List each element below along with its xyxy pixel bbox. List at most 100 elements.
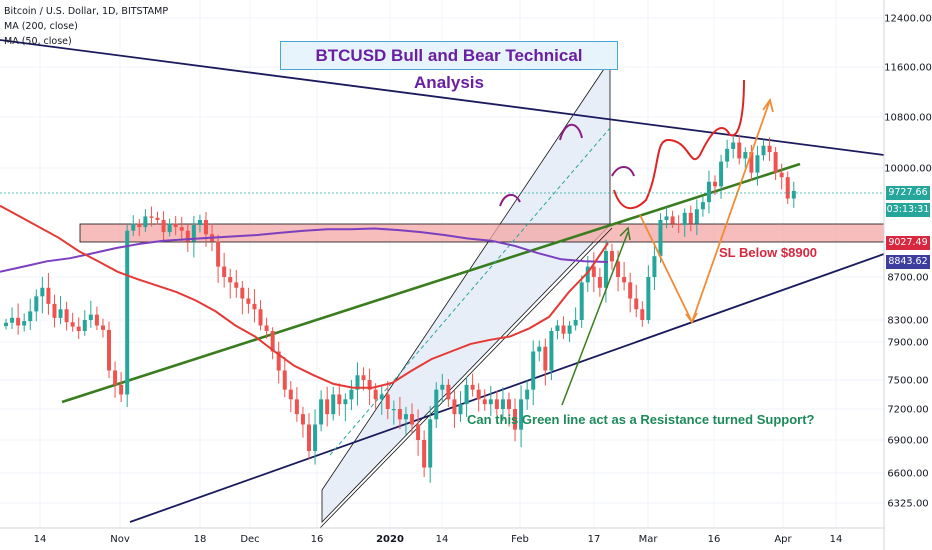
candle-body (779, 172, 784, 178)
time-tick-label: 16 (708, 534, 721, 545)
price-tick-label: 7900.00 (887, 338, 928, 349)
time-tick-label: 18 (194, 534, 207, 545)
candle-body (737, 142, 742, 159)
candle-body (282, 370, 287, 390)
candle-body (628, 282, 633, 299)
candle-body (549, 331, 554, 371)
candle-body (658, 219, 663, 257)
candle-body (155, 217, 160, 220)
candle-body (325, 399, 330, 415)
candle-body (585, 266, 590, 283)
ma200-label: MA (200, close) (4, 21, 78, 32)
candle-body (349, 389, 354, 400)
candle-body (76, 326, 81, 331)
candle-body (270, 331, 275, 352)
ma200-line (0, 227, 609, 273)
candle-body (525, 389, 530, 400)
ma50-line (0, 204, 609, 389)
candle-body (791, 190, 796, 199)
candle-body (125, 230, 130, 395)
candle-body (16, 317, 21, 326)
candle-body (379, 394, 384, 400)
candle-body (743, 152, 748, 159)
candle-body (46, 287, 51, 304)
ascending-channel (321, 58, 611, 523)
channel-dashed (329, 127, 611, 456)
candle-body (58, 309, 63, 318)
price-tick-label: 8300.00 (887, 316, 928, 327)
candle-body (107, 329, 112, 371)
candle-body (82, 320, 87, 331)
price-axis[interactable]: 12400.00 11600.00 10800.00 10000.00 8700.00 8… (884, 14, 932, 510)
candle-body (482, 399, 487, 405)
candle-body (755, 155, 760, 173)
candle-body (731, 142, 736, 149)
candle-body (591, 266, 596, 277)
candle-body (10, 317, 15, 323)
candle-body (494, 399, 499, 409)
candle-body (555, 325, 560, 331)
candle-body (761, 145, 766, 156)
candle-body (519, 399, 524, 430)
candle-body (652, 256, 657, 277)
trend-lines (0, 39, 885, 529)
candle-body (191, 224, 196, 242)
countdown-tag: 03:13:31 (886, 204, 930, 215)
time-tick-label: 14 (34, 534, 47, 545)
price-tick-label: 7200.00 (887, 405, 928, 416)
candle-body (119, 384, 124, 395)
candle-body (294, 399, 299, 415)
candle-body (700, 202, 705, 210)
candle-body (361, 375, 366, 380)
candle-body (682, 212, 687, 225)
price-tick-label: 10800.00 (884, 113, 932, 124)
projection-arrowhead (685, 312, 698, 324)
candle-body (64, 309, 69, 323)
price-tag-bg (886, 203, 930, 217)
analysis-title: BTCUSD Bull and Bear Technical Analysis (280, 41, 618, 92)
candle-body (622, 277, 627, 283)
candle-body (579, 282, 584, 320)
candle-body (222, 266, 227, 277)
price-tick-label: 8700.00 (887, 273, 928, 284)
candle-body (203, 219, 208, 235)
candle-body (488, 399, 493, 405)
stop-loss-note: SL Below $8900 (719, 245, 818, 260)
candle-body (428, 419, 433, 468)
shoulder-arc (611, 166, 635, 177)
candle-body (597, 277, 602, 288)
candle-body (234, 282, 239, 288)
candle-body (452, 399, 457, 415)
candle-body (385, 394, 390, 409)
candle-body (343, 399, 348, 405)
candle-body (137, 223, 142, 228)
price-tick-label: 11600.00 (884, 63, 932, 74)
candle-body (161, 219, 166, 233)
candle-body (513, 409, 518, 430)
candle-body (785, 177, 790, 199)
candle-body (276, 351, 281, 371)
candle-body (355, 375, 360, 390)
price-tick-label: 12400.00 (884, 14, 932, 25)
candle-body (403, 414, 408, 420)
projection-arrowhead (762, 97, 774, 113)
candle-body (307, 424, 311, 451)
candle-body (94, 314, 99, 326)
candle-body (688, 212, 693, 224)
pointer-arrowhead (619, 226, 631, 241)
candle-body (767, 145, 772, 153)
candle-body (561, 325, 566, 334)
candle-body (246, 298, 251, 304)
shoulder-arc (499, 194, 521, 207)
lower-trendline (129, 253, 885, 523)
candle-body (288, 389, 293, 400)
time-tick-label: 14 (830, 534, 843, 545)
candle-body (410, 414, 415, 425)
candle-body (313, 424, 318, 451)
time-tick-label: Apr (774, 534, 792, 545)
candle-body (22, 321, 27, 326)
chart-legend: Bitcoin / U.S. Dollar, 1D, BITSTAMP MA (… (4, 4, 168, 49)
time-axis[interactable]: 14 Nov 18 Dec 16 2020 14 Feb 17 Mar 16 Apr 14 (34, 534, 843, 545)
candle-body (464, 384, 469, 405)
